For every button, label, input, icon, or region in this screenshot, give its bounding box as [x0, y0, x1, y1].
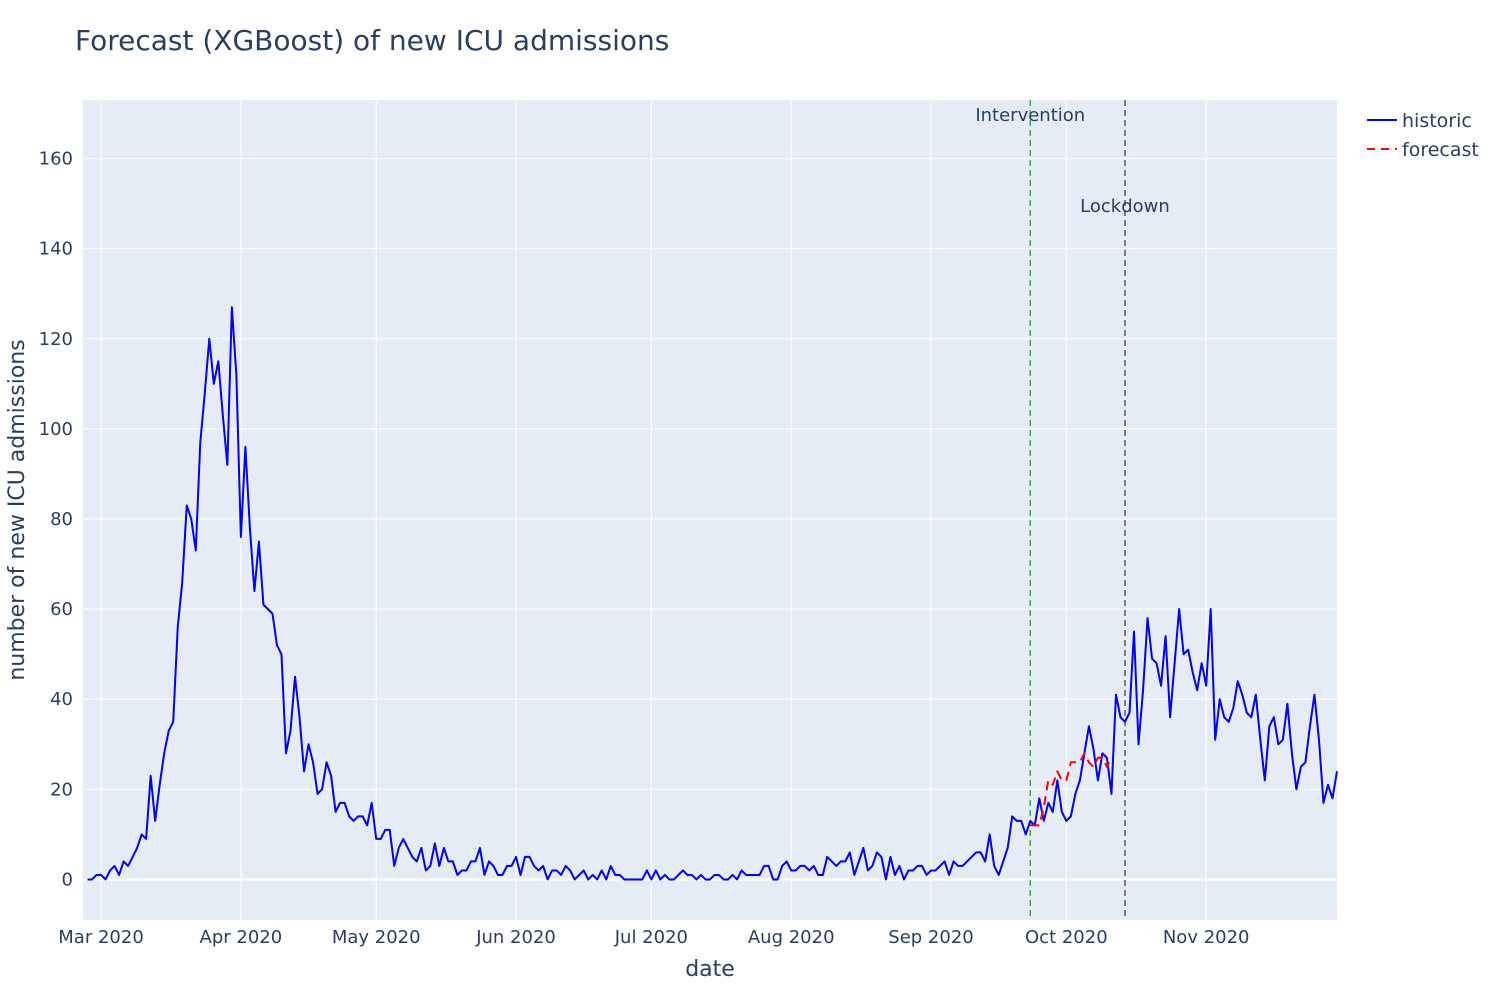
legend-label: historic: [1402, 110, 1472, 132]
x-tick-label: Jul 2020: [614, 927, 688, 948]
legend-item-forecast[interactable]: forecast: [1367, 139, 1479, 161]
y-tick-label: 120: [39, 329, 73, 350]
y-tick-label: 140: [39, 239, 73, 260]
series-historic-line: [87, 306, 1338, 881]
y-axis-title: number of new ICU admissions: [5, 339, 30, 680]
x-tick-label: Jun 2020: [475, 927, 556, 948]
y-tick-labels: 0 20 40 60 80 100 120 140 160: [39, 149, 73, 891]
x-tick-label: Sep 2020: [888, 927, 973, 948]
legend-label: forecast: [1402, 139, 1479, 161]
series-forecast-line: [1030, 752, 1113, 827]
x-tick-label: Apr 2020: [200, 927, 283, 948]
y-tick-label: 40: [50, 689, 73, 710]
y-tick-label: 60: [50, 599, 73, 620]
x-tick-label: Aug 2020: [748, 927, 835, 948]
y-tick-label: 160: [39, 149, 73, 170]
x-axis-title: date: [685, 957, 735, 982]
series-lines: [87, 306, 1338, 881]
x-tick-label: Nov 2020: [1163, 927, 1250, 948]
y-tick-label: 20: [50, 779, 73, 800]
y-tick-label: 0: [62, 869, 73, 890]
x-tick-label: Mar 2020: [58, 927, 144, 948]
x-tick-labels: Mar 2020 Apr 2020 May 2020 Jun 2020 Jul 2020…: [58, 927, 1249, 948]
y-gridlines: [83, 158, 1337, 881]
x-tick-label: Oct 2020: [1025, 927, 1108, 948]
y-tick-label: 80: [50, 509, 73, 530]
plot-background: [83, 100, 1337, 920]
x-tick-label: May 2020: [332, 927, 421, 948]
chart-title: Forecast (XGBoost) of new ICU admissions: [75, 24, 669, 57]
annotation-labels: Intervention Lockdown: [975, 105, 1169, 217]
x-gridlines: [100, 100, 1207, 920]
y-tick-label: 100: [39, 419, 73, 440]
legend-item-historic[interactable]: historic: [1367, 110, 1472, 132]
annotation-label: Lockdown: [1080, 196, 1170, 217]
legend[interactable]: historic forecast: [1367, 110, 1479, 161]
annotation-lines: [1029, 100, 1126, 920]
annotation-label: Intervention: [975, 105, 1085, 126]
